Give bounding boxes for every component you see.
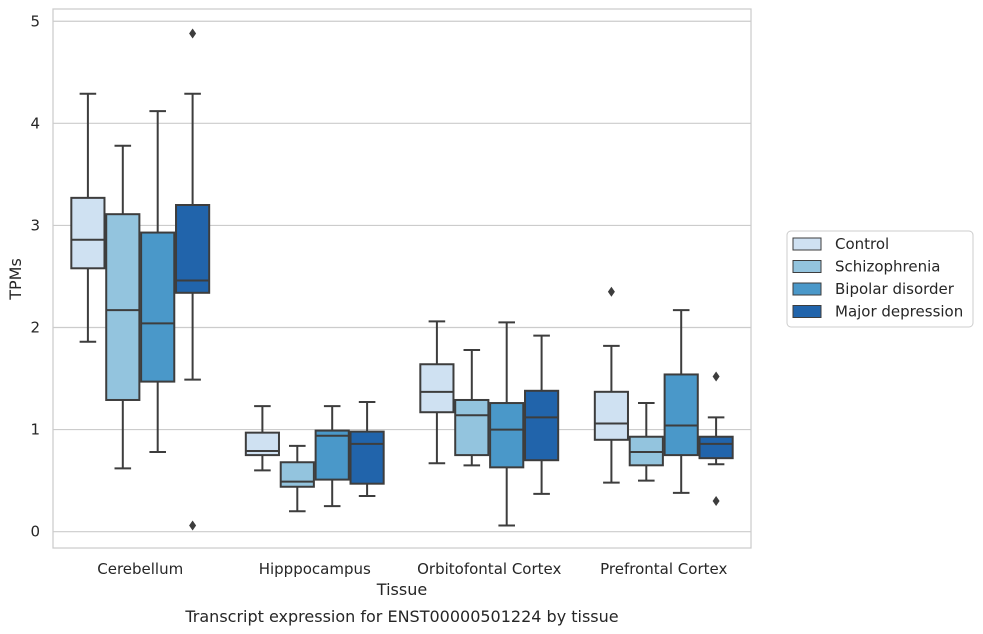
outlier-point xyxy=(607,286,615,297)
y-tick-label: 1 xyxy=(30,421,40,439)
box xyxy=(140,231,176,383)
box xyxy=(593,390,629,441)
box-group xyxy=(698,371,734,507)
box xyxy=(454,398,490,457)
box xyxy=(314,429,350,481)
legend-label: Control xyxy=(835,235,889,253)
plot-frame xyxy=(52,8,752,549)
outlier-point xyxy=(189,28,197,39)
x-axis-ticks: Cerebellum Hipppocampus Orbitofontal Corte… xyxy=(97,560,727,578)
legend-swatch xyxy=(792,237,822,251)
legend-swatch xyxy=(792,260,822,273)
box xyxy=(349,430,385,485)
x-axis-label: Tissue xyxy=(376,580,427,599)
y-tick-label: 0 xyxy=(30,523,40,541)
box-group xyxy=(244,405,280,472)
x-tick-label: Prefrontal Cortex xyxy=(600,560,727,578)
box xyxy=(105,213,141,401)
box-group xyxy=(419,320,455,465)
box-group xyxy=(70,92,106,343)
legend: Control Schizophrenia Bipolar disorder Majo… xyxy=(786,230,974,328)
box-group xyxy=(663,309,699,494)
box-group xyxy=(140,110,176,454)
y-tick-label: 4 xyxy=(30,114,40,132)
x-tick-label: Hipppocampus xyxy=(259,560,371,578)
x-tick-label: Orbitofontal Cortex xyxy=(417,560,561,578)
y-tick-label: 3 xyxy=(30,216,40,234)
legend-swatch xyxy=(792,282,822,296)
box xyxy=(663,373,699,457)
y-axis-label: TPMs xyxy=(6,258,25,301)
box xyxy=(244,431,280,457)
y-tick-label: 5 xyxy=(30,12,40,30)
legend-swatch xyxy=(792,305,822,318)
y-axis-ticks: 0 1 2 3 4 5 xyxy=(30,12,40,540)
legend-frame xyxy=(786,230,974,328)
box-group xyxy=(279,444,315,513)
box xyxy=(698,435,734,460)
x-tick-label: Cerebellum xyxy=(97,560,183,578)
box-group xyxy=(454,348,490,467)
box xyxy=(70,196,106,270)
outlier-point xyxy=(189,520,197,531)
box-group xyxy=(175,28,211,531)
box-group xyxy=(628,402,664,482)
outlier-point xyxy=(712,371,720,382)
box-group xyxy=(105,144,141,470)
box-group xyxy=(349,401,385,497)
box xyxy=(524,389,560,462)
box xyxy=(175,204,211,294)
legend-label: Bipolar disorder xyxy=(835,280,955,298)
boxes xyxy=(70,28,734,531)
box xyxy=(489,402,525,469)
legend-label: Schizophrenia xyxy=(835,258,940,276)
box xyxy=(419,363,455,414)
box-group xyxy=(524,334,560,495)
box xyxy=(628,435,664,467)
box-group xyxy=(593,286,629,484)
chart-caption: Transcript expression for ENST0000050122… xyxy=(184,607,618,626)
legend-label: Major depression xyxy=(835,303,963,321)
box-group xyxy=(314,405,350,508)
outlier-point xyxy=(712,496,720,507)
y-tick-label: 2 xyxy=(30,319,40,337)
box xyxy=(279,461,315,488)
box-group xyxy=(489,321,525,527)
